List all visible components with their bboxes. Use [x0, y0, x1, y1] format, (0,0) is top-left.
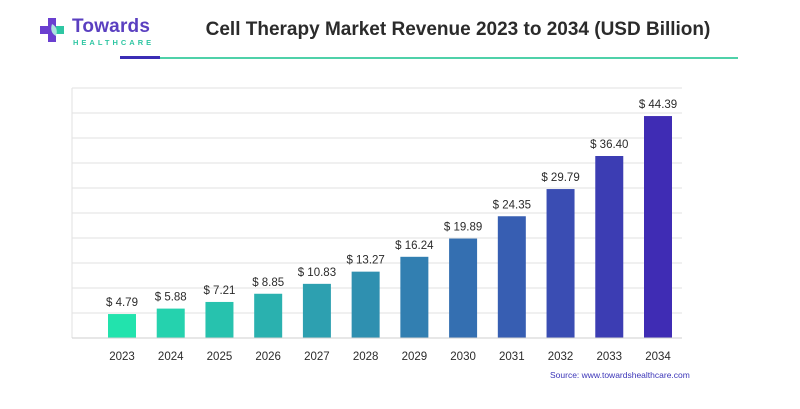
bar — [108, 314, 136, 338]
x-tick-label: 2023 — [109, 351, 135, 363]
bar-value-label: $ 29.79 — [541, 172, 579, 184]
bar-value-label: $ 8.85 — [252, 277, 284, 289]
bar — [400, 256, 429, 338]
bar-value-label: $ 10.83 — [298, 267, 336, 279]
bar — [595, 156, 624, 338]
bar-value-label: $ 19.89 — [444, 222, 482, 234]
bar — [546, 189, 575, 338]
brand-logo: Towards HEALTHCARE — [38, 14, 168, 50]
brand-tagline: HEALTHCARE — [73, 38, 155, 47]
bar-value-label: $ 5.88 — [155, 292, 187, 304]
bar — [254, 293, 283, 338]
source-note: Source: www.towardshealthcare.com — [550, 370, 690, 380]
x-tick-label: 2029 — [402, 351, 428, 363]
bar — [205, 301, 234, 338]
x-tick-label: 2034 — [645, 351, 671, 363]
bar-value-label: $ 24.35 — [493, 199, 531, 211]
bar — [156, 308, 185, 338]
x-tick-label: 2033 — [596, 351, 622, 363]
bar-value-label: $ 7.21 — [203, 285, 235, 297]
chart-title: Cell Therapy Market Revenue 2023 to 2034… — [205, 19, 711, 40]
bar — [302, 283, 331, 338]
bar — [449, 238, 478, 338]
x-tick-label: 2028 — [353, 351, 379, 363]
title-divider — [160, 57, 738, 59]
bar-value-label: $ 4.79 — [106, 297, 138, 309]
bar-value-label: $ 16.24 — [395, 240, 434, 252]
title-divider-accent — [120, 56, 160, 59]
x-tick-label: 2032 — [548, 351, 574, 363]
bar — [644, 116, 672, 338]
bar — [351, 271, 380, 338]
medical-cross-icon — [40, 18, 64, 42]
x-tick-label: 2030 — [450, 351, 476, 363]
x-tick-label: 2025 — [207, 351, 233, 363]
bar-value-label: $ 44.39 — [639, 99, 677, 111]
x-tick-label: 2024 — [158, 351, 184, 363]
bar-value-label: $ 36.40 — [590, 139, 628, 151]
bar — [497, 216, 526, 338]
x-tick-label: 2026 — [255, 351, 281, 363]
brand-name: Towards — [72, 16, 151, 37]
x-tick-label: 2031 — [499, 351, 525, 363]
bar-value-label: $ 13.27 — [346, 255, 384, 267]
x-tick-label: 2027 — [304, 351, 330, 363]
